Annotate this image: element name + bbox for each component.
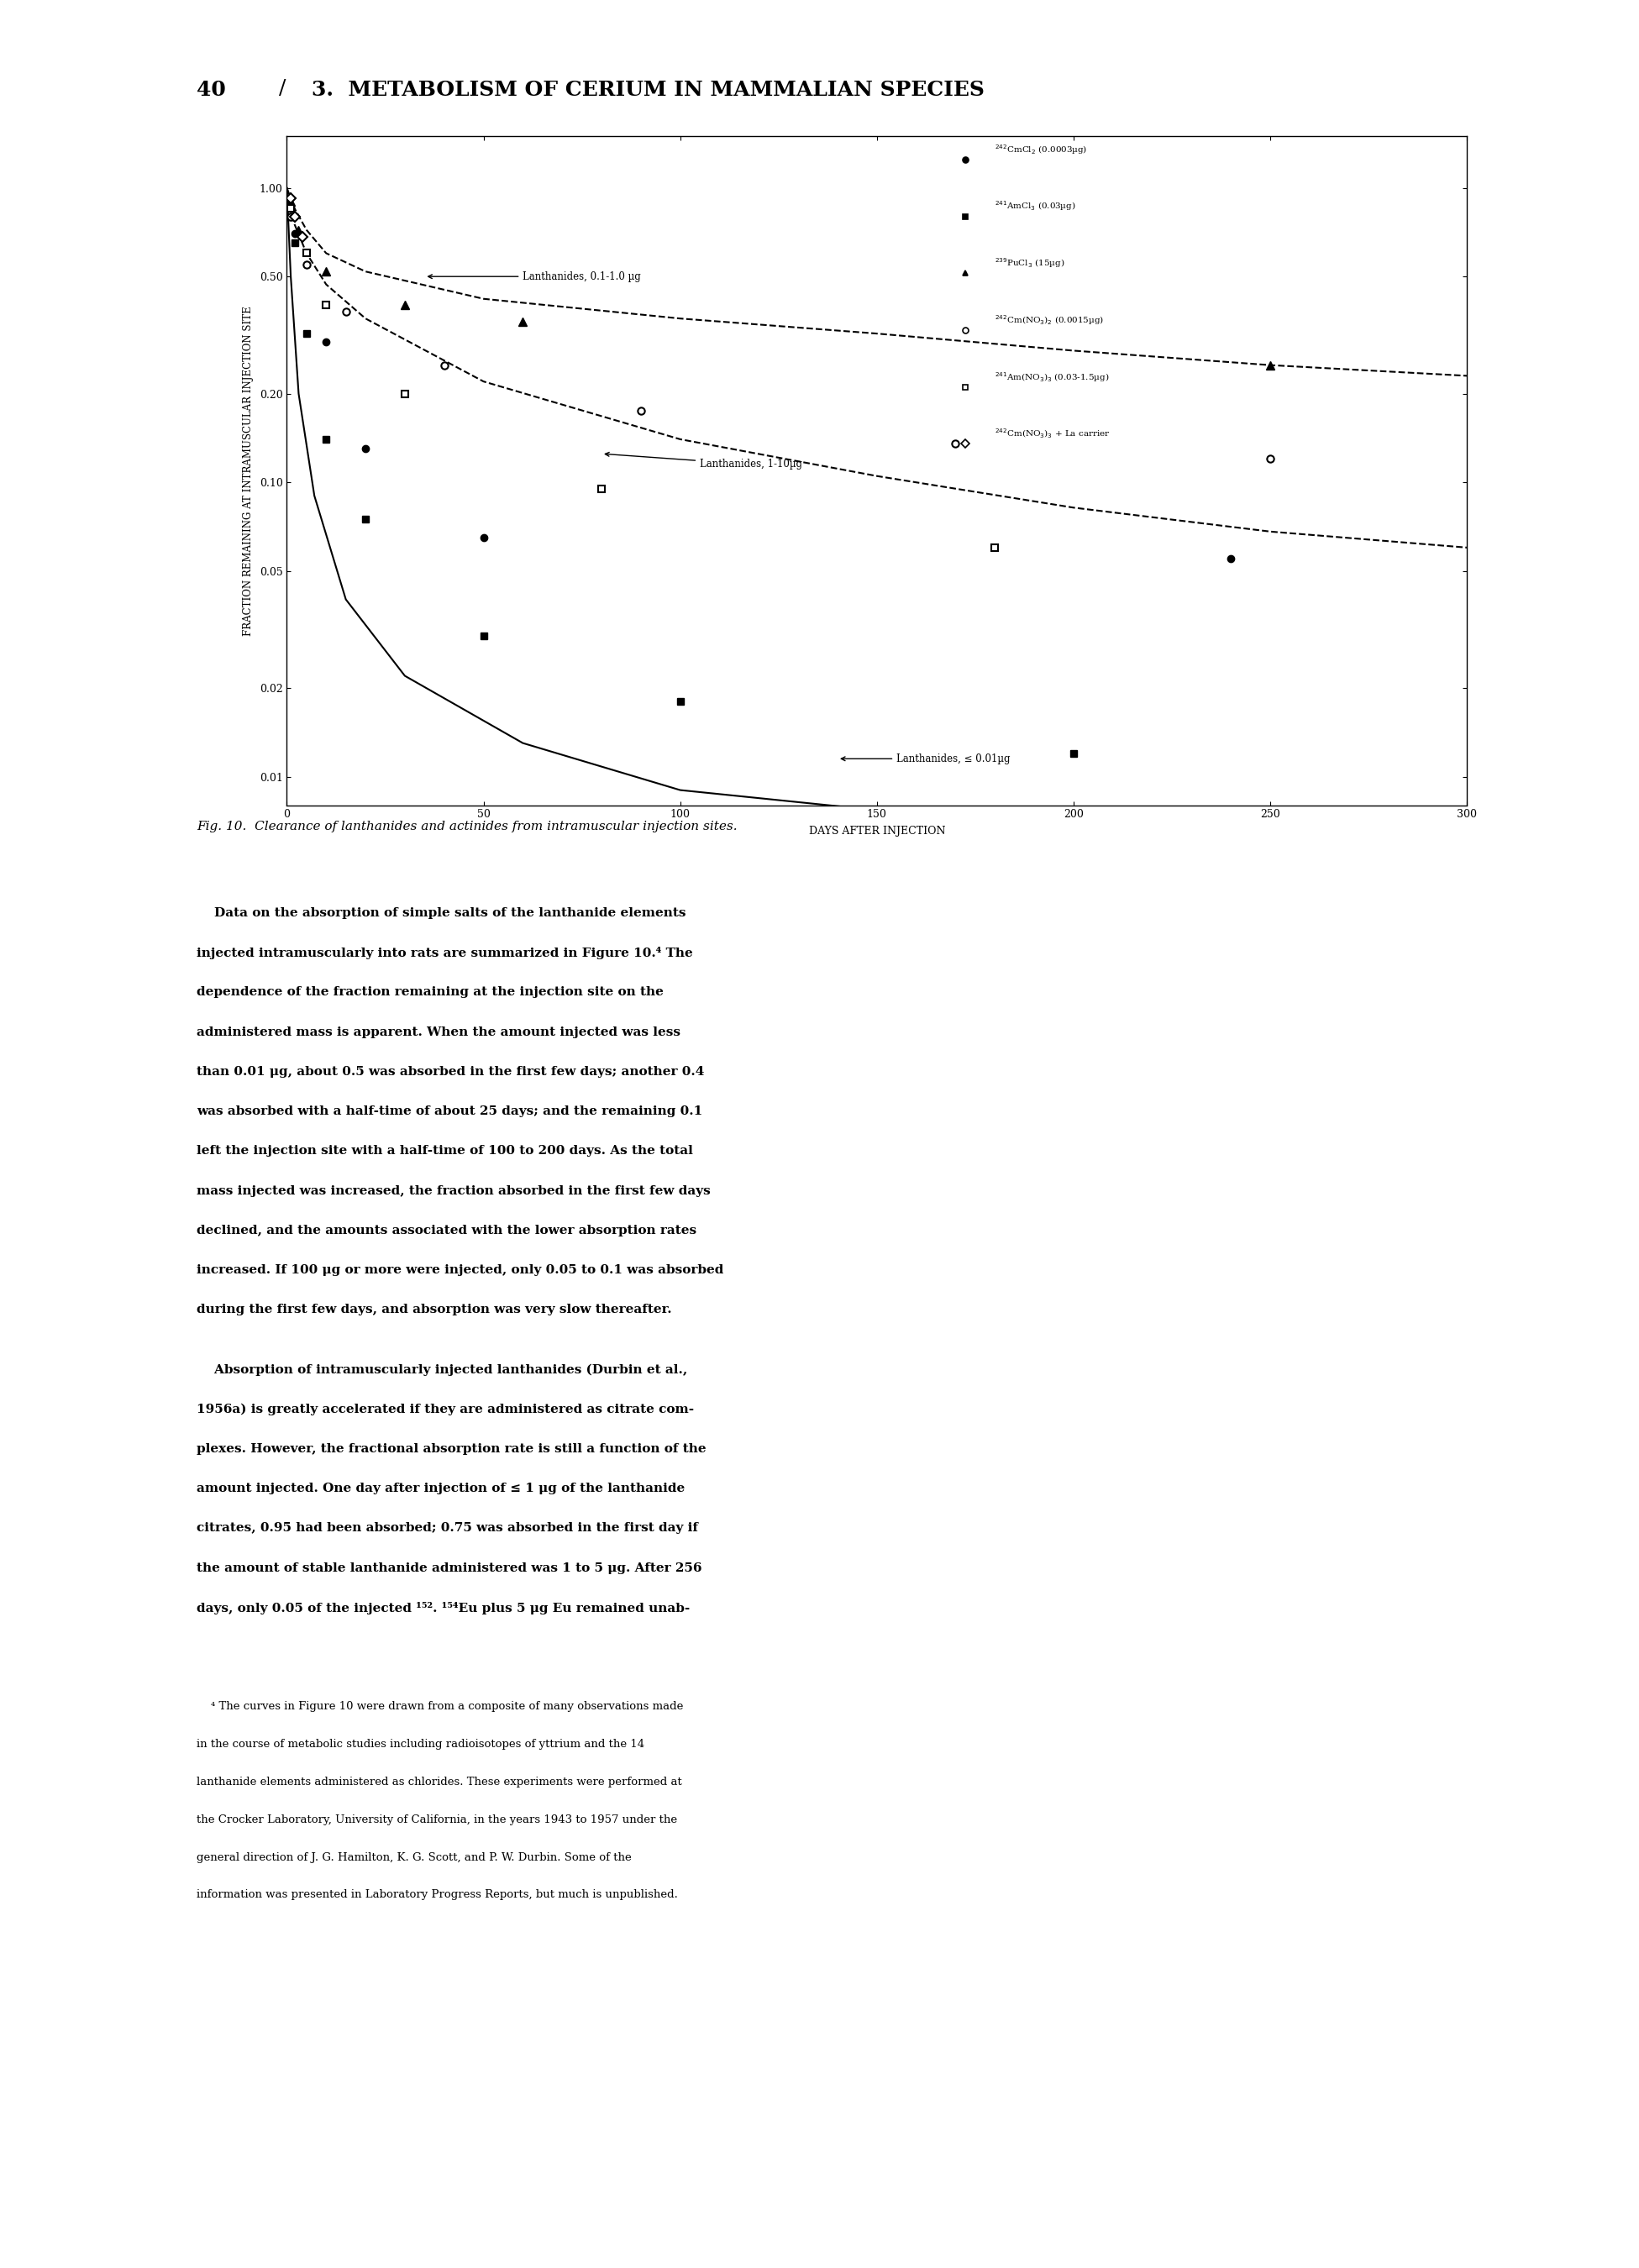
Text: Fig. 10.  Clearance of lanthanides and actinides from intramuscular injection si: Fig. 10. Clearance of lanthanides and ac… <box>197 821 738 832</box>
X-axis label: DAYS AFTER INJECTION: DAYS AFTER INJECTION <box>808 826 946 837</box>
Text: the amount of stable lanthanide administered was 1 to 5 μg. After 256: the amount of stable lanthanide administ… <box>197 1563 701 1574</box>
Text: in the course of metabolic studies including radioisotopes of yttrium and the 14: in the course of metabolic studies inclu… <box>197 1740 644 1749</box>
Text: lanthanide elements administered as chlorides. These experiments were performed : lanthanide elements administered as chlo… <box>197 1776 682 1787</box>
Text: days, only 0.05 of the injected ¹⁵²․ ¹⁵⁴Eu plus 5 μg Eu remained unab-: days, only 0.05 of the injected ¹⁵²․ ¹⁵⁴… <box>197 1601 690 1615</box>
Text: administered mass is apparent. When the amount injected was less: administered mass is apparent. When the … <box>197 1025 680 1039</box>
Text: left the injection site with a half-time of 100 to 200 days. As the total: left the injection site with a half-time… <box>197 1145 693 1157</box>
Text: than 0.01 μg, about 0.5 was absorbed in the first few days; another 0.4: than 0.01 μg, about 0.5 was absorbed in … <box>197 1066 705 1077</box>
Text: $^{242}$Cm(NO$_3$)$_3$ + La carrier: $^{242}$Cm(NO$_3$)$_3$ + La carrier <box>995 426 1111 440</box>
Text: Lanthanides, 0.1-1.0 µg: Lanthanides, 0.1-1.0 µg <box>428 272 641 281</box>
Text: mass injected was increased, the fraction absorbed in the first few days: mass injected was increased, the fractio… <box>197 1184 711 1198</box>
Text: dependence of the fraction remaining at the injection site on the: dependence of the fraction remaining at … <box>197 987 664 998</box>
Text: $^{242}$CmCl$_2$ (0.0003µg): $^{242}$CmCl$_2$ (0.0003µg) <box>995 143 1088 156</box>
Text: injected intramuscularly into rats are summarized in Figure 10.⁴ The: injected intramuscularly into rats are s… <box>197 948 693 959</box>
Text: plexes. However, the fractional absorption rate is still a function of the: plexes. However, the fractional absorpti… <box>197 1442 706 1454</box>
Y-axis label: FRACTION REMAINING AT INTRAMUSCULAR INJECTION SITE: FRACTION REMAINING AT INTRAMUSCULAR INJE… <box>243 306 254 635</box>
Text: ⁴ The curves in Figure 10 were drawn from a composite of many observations made: ⁴ The curves in Figure 10 were drawn fro… <box>197 1701 683 1712</box>
Text: citrates, 0.95 had been absorbed; 0.75 was absorbed in the first day if: citrates, 0.95 had been absorbed; 0.75 w… <box>197 1522 698 1533</box>
Text: $^{242}$Cm(NO$_3$)$_2$ (0.0015µg): $^{242}$Cm(NO$_3$)$_2$ (0.0015µg) <box>995 313 1105 327</box>
Text: Lanthanides, ≤ 0.01µg: Lanthanides, ≤ 0.01µg <box>841 753 1010 764</box>
Text: /: / <box>279 79 285 100</box>
Text: $^{241}$AmCl$_3$ (0.03µg): $^{241}$AmCl$_3$ (0.03µg) <box>995 200 1077 213</box>
Text: Absorption of intramuscularly injected lanthanides (Durbin et al.,: Absorption of intramuscularly injected l… <box>197 1363 687 1377</box>
Text: $^{239}$PuCl$_3$ (15µg): $^{239}$PuCl$_3$ (15µg) <box>995 256 1065 270</box>
Text: 3.  METABOLISM OF CERIUM IN MAMMALIAN SPECIES: 3. METABOLISM OF CERIUM IN MAMMALIAN SPE… <box>311 79 983 100</box>
Text: increased. If 100 μg or more were injected, only 0.05 to 0.1 was absorbed: increased. If 100 μg or more were inject… <box>197 1263 724 1277</box>
Text: general direction of J. G. Hamilton, K. G. Scott, and P. W. Durbin. Some of the: general direction of J. G. Hamilton, K. … <box>197 1851 631 1862</box>
Text: during the first few days, and absorption was very slow thereafter.: during the first few days, and absorptio… <box>197 1304 672 1315</box>
Text: 40: 40 <box>197 79 226 100</box>
Text: was absorbed with a half-time of about 25 days; and the remaining 0.1: was absorbed with a half-time of about 2… <box>197 1105 703 1118</box>
Text: Lanthanides, 1-10µg: Lanthanides, 1-10µg <box>605 451 803 469</box>
Text: the Crocker Laboratory, University of California, in the years 1943 to 1957 unde: the Crocker Laboratory, University of Ca… <box>197 1814 677 1826</box>
Text: Data on the absorption of simple salts of the lanthanide elements: Data on the absorption of simple salts o… <box>197 907 687 919</box>
Text: 1956a) is greatly accelerated if they are administered as citrate com-: 1956a) is greatly accelerated if they ar… <box>197 1404 693 1415</box>
Text: amount injected. One day after injection of ≤ 1 μg of the lanthanide: amount injected. One day after injection… <box>197 1483 685 1495</box>
Text: declined, and the amounts associated with the lower absorption rates: declined, and the amounts associated wit… <box>197 1225 697 1236</box>
Text: $^{241}$Am(NO$_3$)$_3$ (0.03-1.5µg): $^{241}$Am(NO$_3$)$_3$ (0.03-1.5µg) <box>995 370 1110 383</box>
Text: information was presented in Laboratory Progress Reports, but much is unpublishe: information was presented in Laboratory … <box>197 1889 679 1901</box>
